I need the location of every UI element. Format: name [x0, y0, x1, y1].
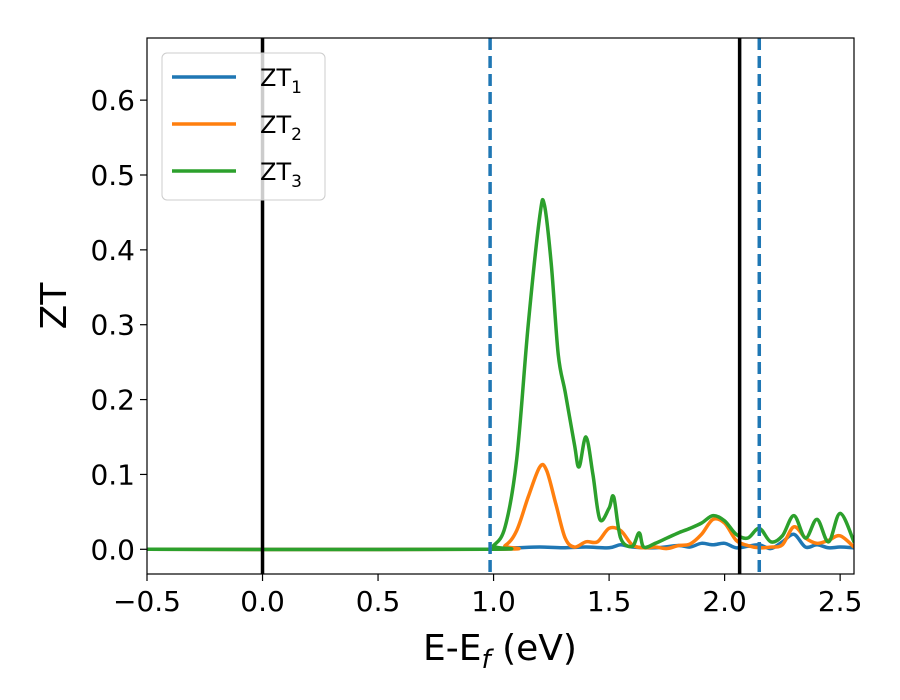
y-tick-label: 0.3 [90, 309, 135, 342]
series-line-2 [147, 462, 854, 552]
legend: ZT1 ZT2 ZT3 [161, 52, 326, 201]
series-layer [147, 197, 854, 552]
legend-label-3: ZT3 [260, 158, 302, 192]
x-tick-label: 1.0 [471, 585, 516, 618]
y-tick-label: 0.0 [90, 533, 135, 566]
y-tick-label: 0.4 [90, 234, 135, 267]
plot-frame [146, 37, 855, 575]
x-tick-label: 1.5 [587, 585, 632, 618]
y-axis-label: ZT [34, 282, 75, 330]
x-tick-label: 0.5 [356, 585, 401, 618]
x-tick-label: 2.5 [818, 585, 863, 618]
x-tick-label: 2.0 [702, 585, 747, 618]
x-tick-label: 0.0 [240, 585, 285, 618]
x-tick-label: −0.5 [113, 585, 181, 618]
legend-label-2: ZT2 [260, 111, 302, 145]
y-axis-ticks: 0.0 0.1 0.2 0.3 0.4 0.5 0.6 [90, 84, 147, 566]
x-axis-label: E-Ef (eV) [423, 628, 577, 675]
y-tick-label: 0.5 [90, 159, 135, 192]
series-line-1 [147, 532, 854, 552]
y-tick-label: 0.6 [90, 84, 135, 117]
legend-box [161, 52, 326, 201]
y-tick-label: 0.1 [90, 458, 135, 491]
series-line-3 [147, 197, 854, 552]
legend-label-1: ZT1 [260, 64, 302, 98]
x-axis-ticks: −0.5 0.0 0.5 1.0 1.5 2.0 2.5 [113, 574, 862, 618]
y-tick-label: 0.2 [90, 384, 135, 417]
